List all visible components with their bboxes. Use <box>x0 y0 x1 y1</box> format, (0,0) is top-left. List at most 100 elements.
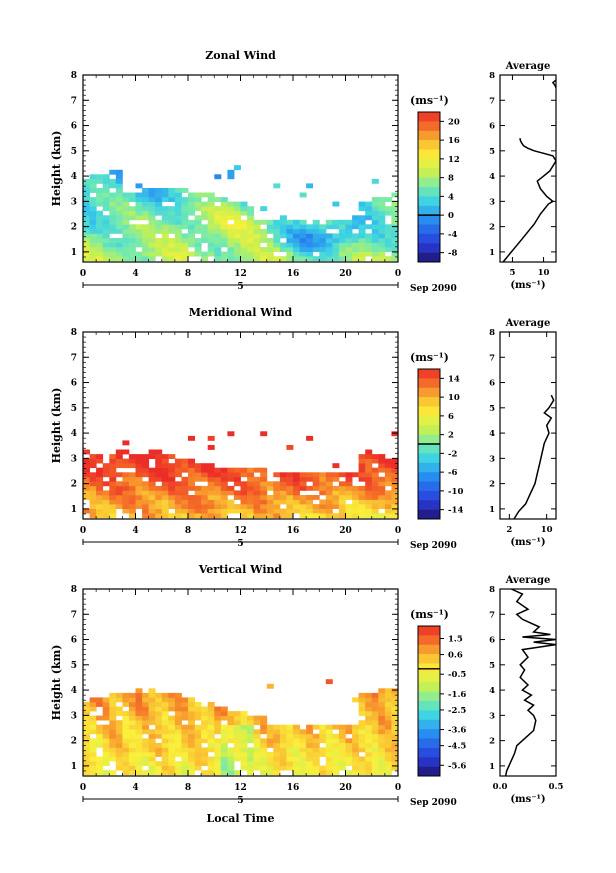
heatmap-cell <box>227 472 235 478</box>
heatmap-cell <box>96 724 104 730</box>
heatmap-cell <box>352 247 360 252</box>
heatmap-cell <box>352 761 360 766</box>
heatmap-cell <box>345 472 353 478</box>
heatmap-cell <box>391 472 399 478</box>
heatmap-cell <box>161 508 169 514</box>
heatmap-cell <box>391 733 399 739</box>
heatmap-cell <box>299 472 307 478</box>
heatmap-cell <box>378 215 386 221</box>
heatmap-cell <box>227 765 235 771</box>
heatmap-cell <box>148 481 156 487</box>
heatmap-cell <box>233 711 241 716</box>
heatmap-cell <box>266 242 274 248</box>
heatmap-cell <box>155 476 163 482</box>
heatmap-cell <box>273 513 281 519</box>
x-tick-label: 0 <box>80 526 86 536</box>
heatmap-cell <box>122 256 130 262</box>
colorbar-segment <box>418 682 440 692</box>
heatmap-cell <box>207 201 215 207</box>
colorbar-segment <box>418 729 440 739</box>
heatmap-cell <box>181 238 189 243</box>
heatmap-cell <box>260 765 268 771</box>
avg-x-label: (ms⁻¹) <box>510 537 545 548</box>
heatmap-cell <box>142 201 150 207</box>
heatmap-cell <box>378 761 386 766</box>
heatmap-cell <box>174 224 182 230</box>
heatmap-cell <box>115 458 123 464</box>
heatmap-cell <box>312 481 320 487</box>
heatmap-cell <box>345 219 353 225</box>
heatmap-cell <box>384 242 392 248</box>
colorbar-segment <box>418 121 440 132</box>
average-profile-line <box>502 138 556 262</box>
heatmap-cell <box>168 495 176 500</box>
heatmap-cell <box>338 233 346 239</box>
heatmap-cell <box>207 513 215 519</box>
heatmap-cell <box>371 476 379 482</box>
heatmap-cell <box>391 706 399 712</box>
heatmap-cell <box>227 467 235 473</box>
heatmap-cell <box>358 508 366 514</box>
heatmap-cell <box>371 458 379 464</box>
heatmap-cell <box>338 761 346 766</box>
x-tick-label: 4 <box>132 269 138 279</box>
heatmap-cell <box>115 481 123 487</box>
x-tick-label: 0 <box>395 526 401 536</box>
heatmap-cell <box>194 228 202 234</box>
x-tick-label: 4 <box>132 783 138 793</box>
heatmap-cell <box>286 242 294 248</box>
heatmap-cell <box>233 742 241 748</box>
heatmap-cell <box>142 504 150 509</box>
heatmap-cell <box>306 485 314 491</box>
heatmap-cell <box>128 192 136 198</box>
heatmap-cell <box>161 481 169 487</box>
heatmap-cell <box>227 508 235 514</box>
heatmap-cell <box>115 197 123 202</box>
heatmap-cell <box>102 706 110 712</box>
heatmap-cell <box>358 247 366 252</box>
heatmap-cell <box>378 242 386 248</box>
heatmap-cell <box>109 490 117 496</box>
y-tick-label: 1 <box>71 762 77 772</box>
colorbar-segment <box>418 425 440 435</box>
heatmap-cell <box>181 765 189 771</box>
heatmap-cell <box>279 490 287 496</box>
heatmap-cell <box>174 201 182 207</box>
avg-y-tick-label: 7 <box>489 610 495 620</box>
heatmap-cell <box>194 251 202 257</box>
heatmap-cell <box>227 738 235 744</box>
heatmap-cell <box>181 747 189 753</box>
heatmap-cell <box>174 499 182 505</box>
heatmap-cell <box>89 481 97 487</box>
heatmap-cell <box>293 765 300 771</box>
heatmap-cell <box>109 495 117 500</box>
heatmap-cell <box>332 256 340 262</box>
heatmap-cell <box>148 495 156 500</box>
heatmap-cell <box>102 742 110 748</box>
heatmap-cell <box>207 238 215 243</box>
heatmap-cell <box>384 463 392 469</box>
colorbar-tick-label: -8 <box>448 249 458 259</box>
heatmap-cell <box>338 247 346 252</box>
heatmap-cell <box>128 692 136 698</box>
heatmap-cell <box>181 224 189 230</box>
heatmap-cell <box>181 256 189 262</box>
colorbar-tick-label: -2 <box>448 449 458 459</box>
heatmap-cell <box>201 711 209 716</box>
heatmap-cell <box>299 485 307 491</box>
avg-y-tick-label: 2 <box>489 480 495 490</box>
heatmap-cell <box>102 201 110 207</box>
heatmap-cell <box>207 490 215 496</box>
heatmap-cell <box>345 228 353 234</box>
heatmap-cell <box>286 752 294 757</box>
heatmap-cell <box>293 747 300 753</box>
heatmap-cell <box>378 251 386 257</box>
colorbar-tick-label: -0.5 <box>448 670 466 680</box>
heatmap-cell <box>358 692 366 698</box>
heatmap-cell <box>142 770 150 776</box>
heatmap-cell <box>319 508 327 514</box>
heatmap-cell <box>188 219 195 225</box>
heatmap-cell <box>109 192 117 198</box>
heatmap-cell <box>260 742 268 748</box>
heatmap-cell <box>188 738 195 744</box>
